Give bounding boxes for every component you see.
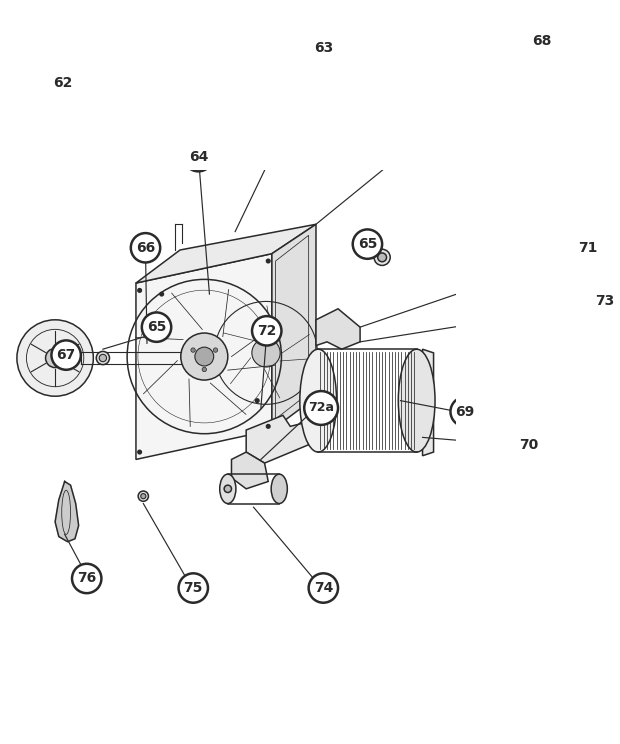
Text: 75: 75: [184, 581, 203, 595]
Ellipse shape: [224, 485, 231, 493]
Circle shape: [590, 286, 619, 316]
Text: 72: 72: [257, 324, 277, 338]
Ellipse shape: [374, 249, 390, 266]
Ellipse shape: [398, 349, 435, 452]
Circle shape: [191, 348, 195, 352]
Ellipse shape: [99, 354, 107, 362]
Circle shape: [48, 68, 77, 98]
Circle shape: [527, 26, 556, 55]
Text: 76: 76: [77, 571, 96, 586]
Circle shape: [267, 259, 270, 263]
Circle shape: [255, 399, 259, 403]
Circle shape: [252, 316, 281, 345]
Text: 64: 64: [188, 150, 208, 164]
Ellipse shape: [300, 349, 337, 452]
Circle shape: [213, 348, 218, 352]
Text: 67: 67: [56, 348, 76, 362]
Circle shape: [138, 450, 141, 454]
Text: 72a: 72a: [308, 402, 334, 414]
Circle shape: [184, 142, 213, 171]
Text: 73: 73: [595, 295, 614, 309]
Polygon shape: [136, 254, 272, 460]
Polygon shape: [55, 481, 79, 542]
Circle shape: [138, 289, 141, 292]
Polygon shape: [316, 309, 360, 349]
Polygon shape: [231, 452, 268, 489]
Circle shape: [179, 574, 208, 603]
Circle shape: [160, 292, 164, 296]
Circle shape: [202, 368, 206, 372]
Ellipse shape: [45, 348, 64, 368]
Text: 65: 65: [358, 237, 377, 251]
Polygon shape: [272, 224, 316, 430]
Ellipse shape: [378, 253, 386, 262]
Circle shape: [515, 430, 544, 460]
Ellipse shape: [138, 491, 148, 501]
Ellipse shape: [17, 320, 94, 397]
Ellipse shape: [141, 493, 146, 498]
Text: 70: 70: [520, 437, 539, 452]
Circle shape: [574, 233, 603, 263]
Circle shape: [51, 340, 81, 370]
Circle shape: [304, 391, 338, 425]
Ellipse shape: [252, 339, 280, 367]
Polygon shape: [136, 224, 316, 283]
Text: 66: 66: [136, 241, 155, 254]
Circle shape: [131, 233, 160, 263]
Text: 74: 74: [314, 581, 333, 595]
Circle shape: [142, 312, 171, 341]
Ellipse shape: [313, 396, 324, 405]
Text: eReplacementParts.com: eReplacementParts.com: [164, 425, 291, 435]
Text: 63: 63: [314, 41, 333, 55]
Text: 71: 71: [578, 241, 598, 254]
Ellipse shape: [219, 474, 236, 504]
Circle shape: [72, 564, 102, 593]
Polygon shape: [246, 415, 309, 463]
Text: 62: 62: [53, 76, 72, 90]
Circle shape: [309, 33, 338, 62]
Circle shape: [309, 574, 338, 603]
Ellipse shape: [195, 347, 214, 366]
Ellipse shape: [181, 333, 228, 380]
Text: 65: 65: [147, 320, 166, 334]
Ellipse shape: [271, 474, 287, 504]
Text: 69: 69: [456, 405, 475, 419]
Circle shape: [267, 425, 270, 429]
Ellipse shape: [96, 351, 110, 365]
Circle shape: [451, 397, 480, 426]
Polygon shape: [423, 349, 433, 456]
Text: 68: 68: [532, 33, 551, 48]
Circle shape: [353, 229, 382, 259]
